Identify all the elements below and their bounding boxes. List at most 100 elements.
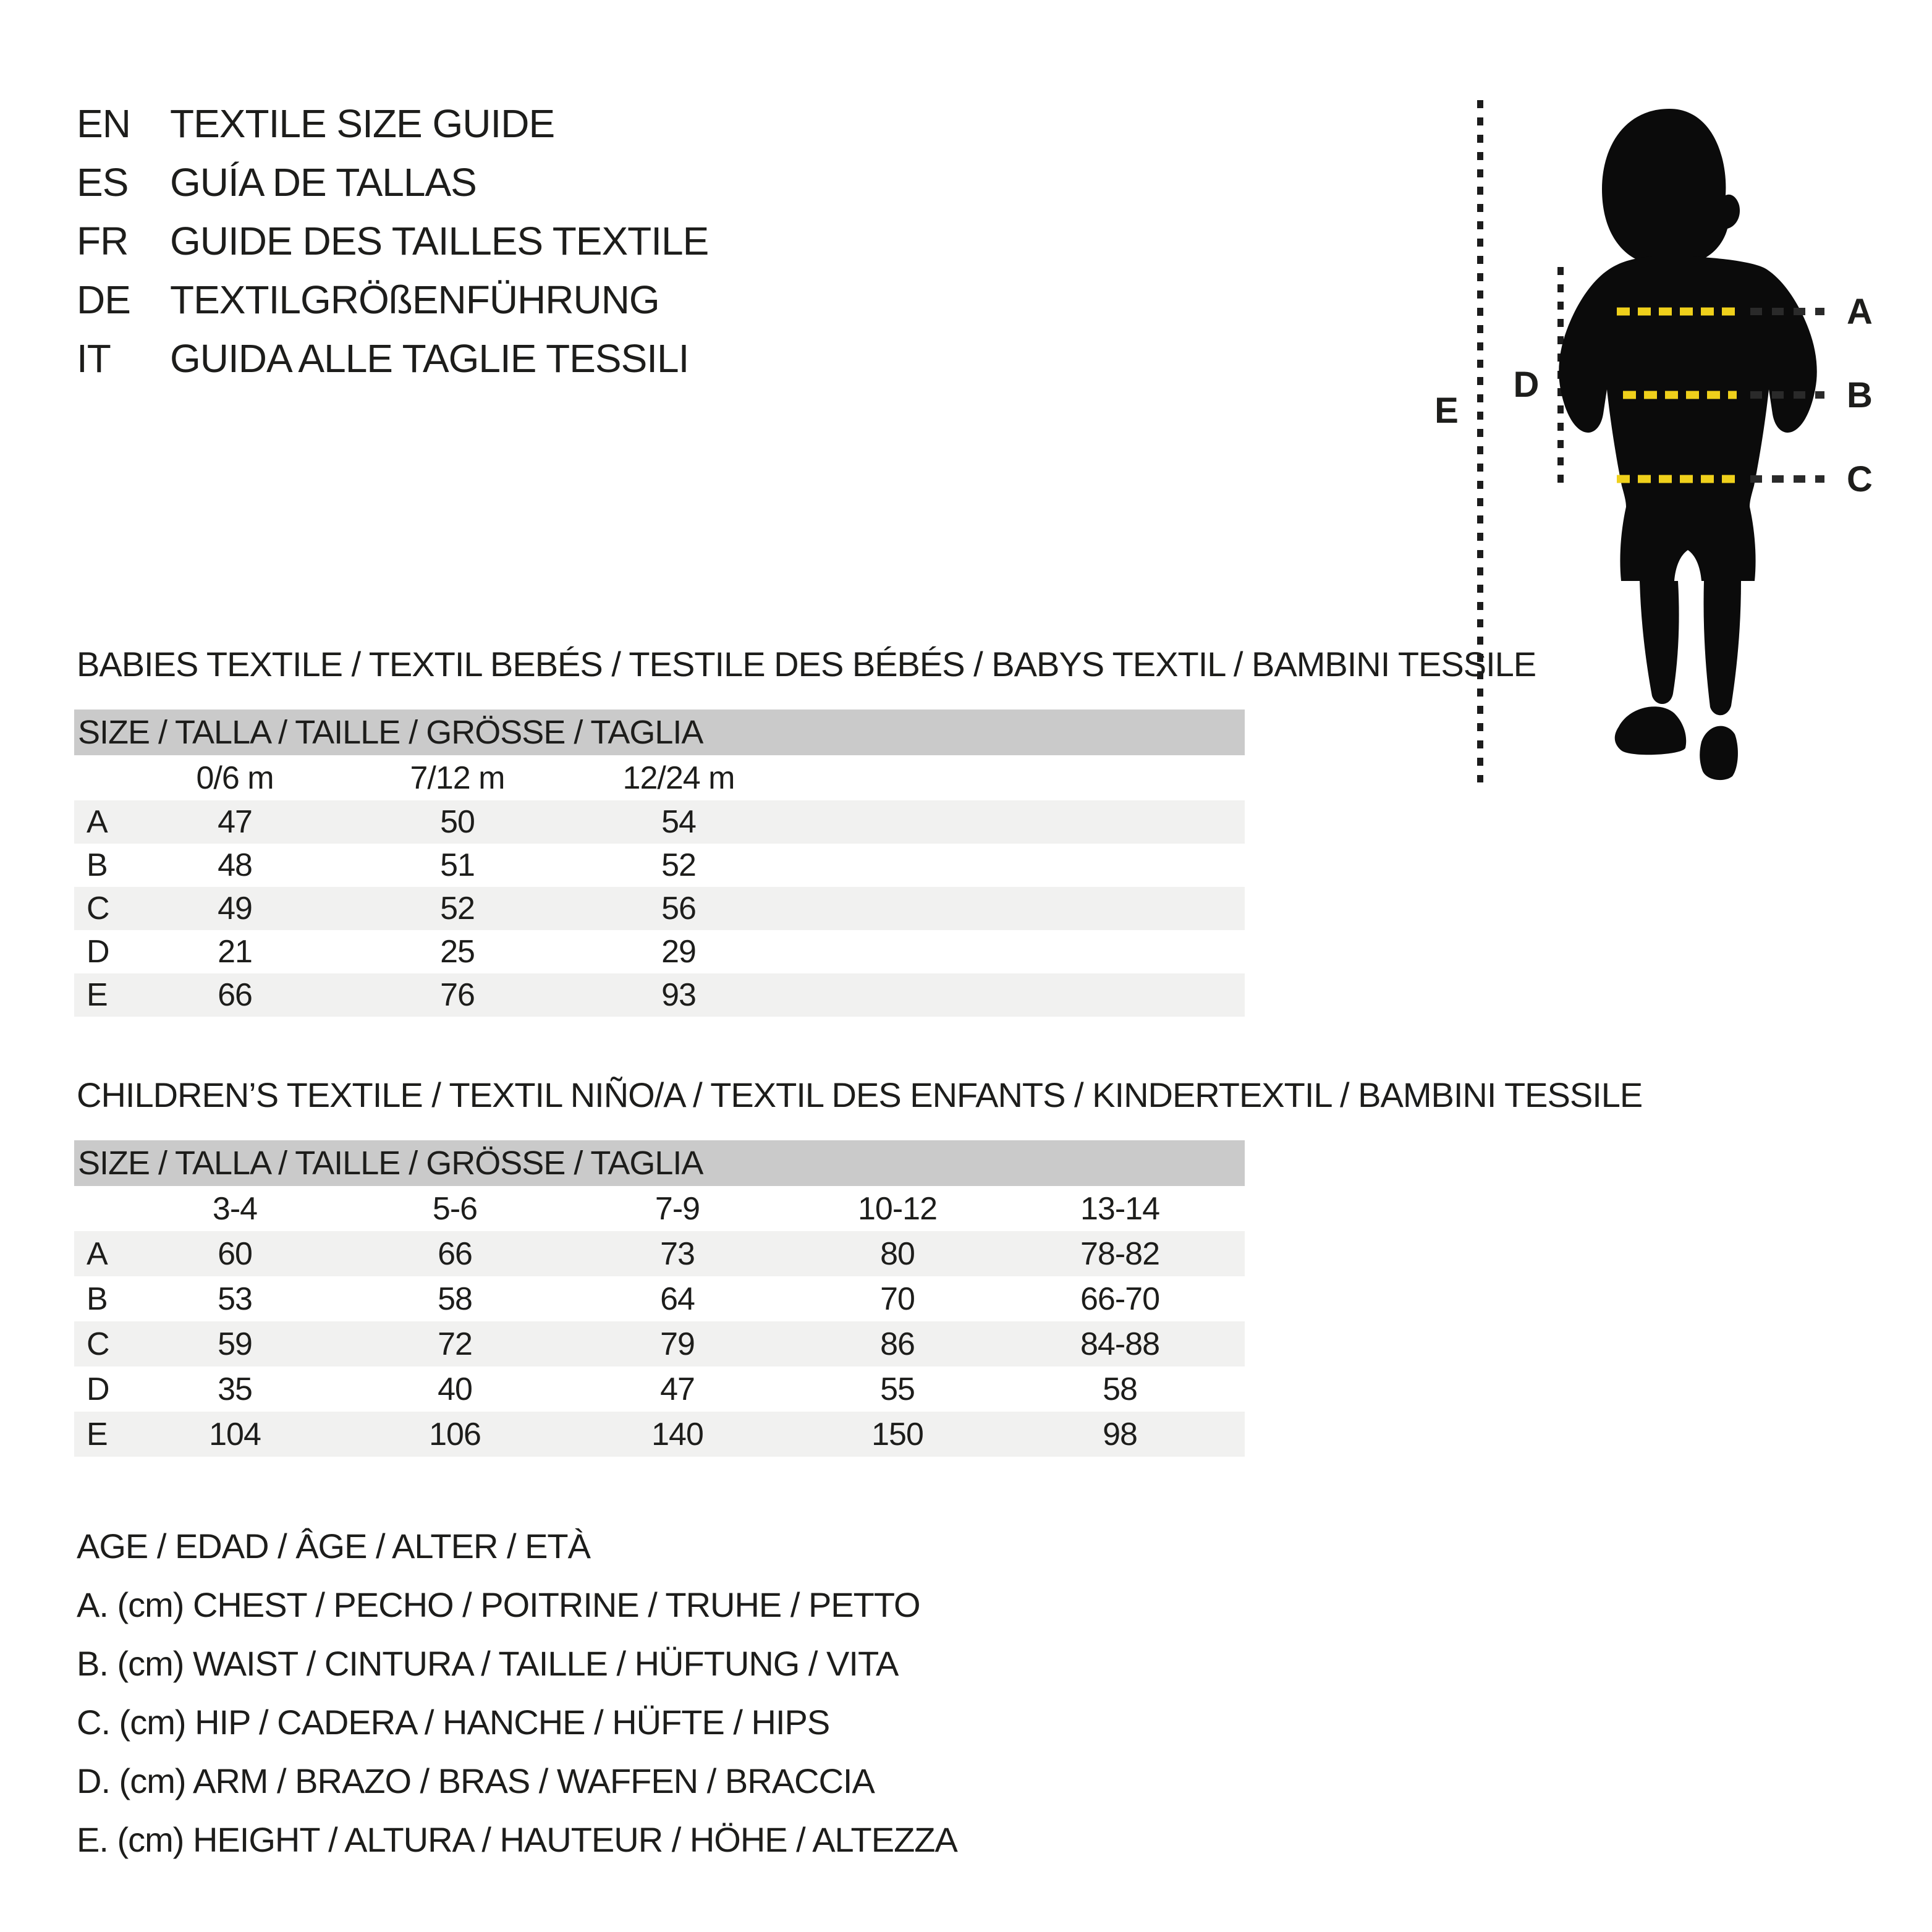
table-cell: 79 — [660, 1326, 695, 1362]
table-cell: 58 — [438, 1281, 473, 1317]
table-cell: 66 — [218, 977, 253, 1013]
language-row-en: EN TEXTILE SIZE GUIDE — [77, 94, 708, 153]
table-cell: 59 — [218, 1326, 253, 1362]
language-row-fr: FR GUIDE DES TAILLES TEXTILE — [77, 211, 709, 270]
language-row-es: ES GUÍA DE TALLAS — [77, 153, 708, 211]
row-label: D — [87, 1371, 110, 1407]
table-cell: 72 — [438, 1326, 473, 1362]
child-measurement-figure: A B C D E — [1434, 100, 1873, 782]
table-cell: 73 — [660, 1235, 695, 1272]
row-label: B — [87, 847, 108, 883]
legend-line-waist: B. (cm) WAIST / CINTURA / TAILLE / HÜFTU… — [77, 1644, 899, 1683]
column-header: 0/6 m — [196, 760, 274, 796]
language-title-list: EN TEXTILE SIZE GUIDE ES GUÍA DE TALLAS … — [77, 94, 709, 388]
row-label: E — [87, 977, 108, 1013]
children-section-heading: CHILDREN’S TEXTILE / TEXTIL NIÑO/A / TEX… — [77, 1075, 1643, 1114]
children-size-header-bar: SIZE / TALLA / TAILLE / GRÖSSE / TAGLIA — [74, 1140, 1245, 1186]
table-cell: 84-88 — [1080, 1326, 1160, 1362]
column-header: 12/24 m — [622, 760, 735, 796]
arm-label: D — [1514, 365, 1539, 405]
hip-label: C — [1847, 459, 1872, 499]
column-header: 5-6 — [432, 1190, 478, 1227]
table-cell: 54 — [661, 804, 697, 840]
babies-column-header-row: 0/6 m 7/12 m 12/24 m — [74, 755, 1245, 800]
table-cell: 29 — [661, 934, 697, 970]
legend-line-height: E. (cm) HEIGHT / ALTURA / HAUTEUR / HÖHE… — [77, 1820, 958, 1859]
babies-size-header-bar: SIZE / TALLA / TAILLE / GRÖSSE / TAGLIA — [74, 710, 1245, 755]
legend-line-arm: D. (cm) ARM / BRAZO / BRAS / WAFFEN / BR… — [77, 1761, 875, 1800]
language-row-de: DE TEXTILGRÖßENFÜHRUNG — [77, 270, 708, 329]
table-cell: 52 — [440, 891, 475, 926]
table-cell: 76 — [440, 977, 475, 1013]
table-cell: 52 — [661, 847, 697, 883]
language-code: DE — [77, 277, 131, 322]
chest-label: A — [1847, 292, 1872, 332]
table-cell: 66 — [438, 1235, 473, 1272]
table-cell: 70 — [880, 1281, 915, 1317]
height-label: E — [1434, 391, 1458, 431]
table-row: E 66 76 93 — [74, 973, 1245, 1017]
row-label: C — [87, 1326, 110, 1362]
table-cell: 40 — [438, 1371, 473, 1407]
column-header: 10-12 — [858, 1190, 938, 1227]
legend-line-age: AGE / EDAD / ÂGE / ALTER / ETÀ — [77, 1527, 591, 1566]
row-label: C — [87, 891, 110, 926]
table-cell: 21 — [218, 934, 253, 970]
table-cell: 104 — [209, 1416, 261, 1452]
size-header-label: SIZE / TALLA / TAILLE / GRÖSSE / TAGLIA — [78, 1145, 703, 1182]
table-row: A 60 66 73 80 78-82 — [74, 1231, 1245, 1276]
column-header: 7/12 m — [410, 760, 506, 796]
table-cell: 140 — [651, 1416, 704, 1452]
table-cell: 49 — [218, 891, 253, 926]
measurement-legend: AGE / EDAD / ÂGE / ALTER / ETÀ A. (cm) C… — [77, 1517, 958, 1869]
table-cell: 50 — [440, 804, 475, 840]
table-cell: 53 — [218, 1281, 253, 1317]
language-code: EN — [77, 101, 131, 146]
table-cell: 51 — [440, 847, 475, 883]
babies-size-table: SIZE / TALLA / TAILLE / GRÖSSE / TAGLIA … — [74, 710, 1245, 1017]
table-cell: 150 — [871, 1416, 924, 1452]
table-row: B 53 58 64 70 66-70 — [74, 1276, 1245, 1321]
table-cell: 86 — [880, 1326, 915, 1362]
table-cell: 98 — [1103, 1416, 1138, 1452]
language-code: ES — [77, 159, 129, 205]
column-header: 13-14 — [1080, 1190, 1160, 1227]
table-cell: 35 — [218, 1371, 253, 1407]
children-column-header-row: 3-4 5-6 7-9 10-12 13-14 — [74, 1186, 1245, 1231]
row-label: E — [87, 1416, 108, 1452]
guide-title: GUIDE DES TAILLES TEXTILE — [170, 218, 709, 263]
row-label: A — [87, 804, 108, 840]
table-row: C 49 52 56 — [74, 887, 1245, 930]
babies-section-heading: BABIES TEXTILE / TEXTIL BEBÉS / TESTILE … — [77, 645, 1536, 684]
table-cell: 106 — [429, 1416, 481, 1452]
language-code: IT — [77, 336, 111, 381]
column-header: 7-9 — [655, 1190, 700, 1227]
table-row: D 35 40 47 55 58 — [74, 1366, 1245, 1412]
language-row-it: IT GUIDA ALLE TAGLIE TESSILI — [77, 329, 708, 388]
children-size-table: SIZE / TALLA / TAILLE / GRÖSSE / TAGLIA … — [74, 1140, 1245, 1457]
row-label: B — [87, 1281, 108, 1317]
guide-title: TEXTILGRÖßENFÜHRUNG — [170, 277, 660, 322]
table-cell: 58 — [1103, 1371, 1138, 1407]
legend-line-chest: A. (cm) CHEST / PECHO / POITRINE / TRUHE… — [77, 1585, 921, 1624]
size-header-label: SIZE / TALLA / TAILLE / GRÖSSE / TAGLIA — [78, 714, 703, 751]
table-row: B 48 51 52 — [74, 844, 1245, 887]
legend-line-hip: C. (cm) HIP / CADERA / HANCHE / HÜFTE / … — [77, 1703, 830, 1742]
row-label: D — [87, 934, 110, 970]
table-cell: 66-70 — [1080, 1281, 1160, 1317]
child-silhouette-icon — [1559, 109, 1817, 781]
table-cell: 47 — [660, 1371, 695, 1407]
table-cell: 60 — [218, 1235, 253, 1272]
table-cell: 25 — [440, 934, 475, 970]
table-cell: 64 — [660, 1281, 695, 1317]
table-cell: 80 — [880, 1235, 915, 1272]
table-cell: 56 — [661, 891, 697, 926]
guide-title: GUÍA DE TALLAS — [170, 159, 477, 205]
table-row: E 104 106 140 150 98 — [74, 1412, 1245, 1457]
column-header: 3-4 — [212, 1190, 258, 1227]
row-label: A — [87, 1235, 108, 1272]
waist-label: B — [1847, 375, 1872, 415]
guide-title: GUIDA ALLE TAGLIE TESSILI — [170, 336, 689, 381]
table-cell: 55 — [880, 1371, 915, 1407]
